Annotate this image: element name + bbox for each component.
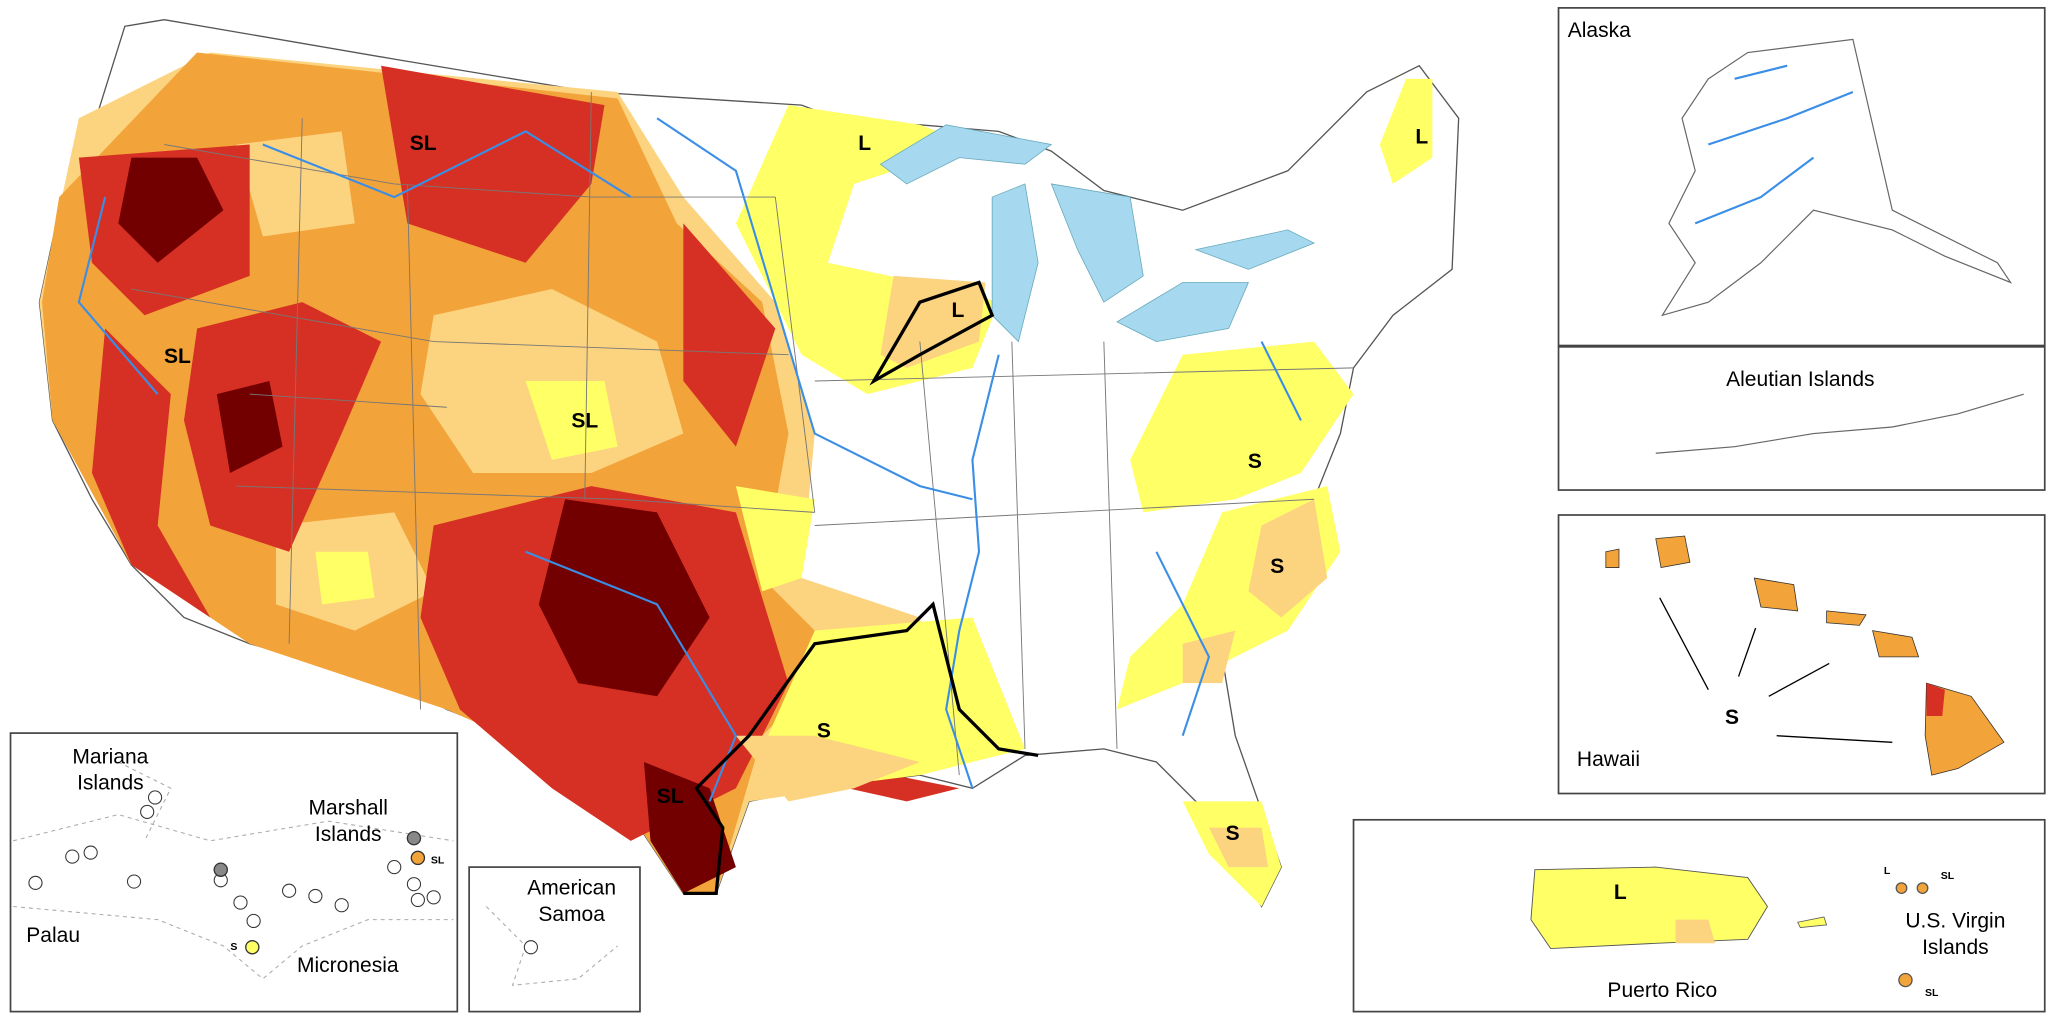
river <box>77 117 1302 802</box>
inset-box <box>1557 345 2046 491</box>
impact-label: L <box>1415 125 1428 148</box>
inset-label: Alaska <box>1568 19 1631 42</box>
island <box>83 845 98 860</box>
inset-label: Micronesia <box>297 954 399 977</box>
island <box>406 830 422 846</box>
island <box>126 874 142 889</box>
label-line: U.S. Virgin <box>1905 910 2005 933</box>
inset-box <box>9 732 459 1013</box>
river <box>1694 64 1854 225</box>
pr-inset: Puerto Rico L L SL SL U.S. Virgin Islands <box>1352 818 2046 1013</box>
impact-label: S <box>817 719 831 742</box>
island <box>245 940 260 955</box>
inset-label: Mariana Islands <box>72 745 148 794</box>
impact-label: SL <box>571 409 598 432</box>
boundary <box>485 906 618 986</box>
impact-label: SL <box>410 132 437 155</box>
impact-label: L <box>1614 881 1627 904</box>
inset-label: Palau <box>26 924 80 947</box>
island <box>1916 882 1929 895</box>
island <box>233 895 248 910</box>
impact-boundary <box>683 280 1039 896</box>
impact-label: L <box>1884 865 1891 877</box>
island <box>1605 535 2005 776</box>
island <box>1895 882 1908 895</box>
impact-label: L <box>858 132 871 155</box>
islands <box>28 790 441 929</box>
alaska-inset: Alaska Aleutian Islands <box>1557 7 2046 491</box>
inset-label: Hawaii <box>1577 748 1640 771</box>
island <box>387 859 402 875</box>
puerto-rico <box>1530 866 1769 950</box>
aleutian-outline <box>1655 393 2024 454</box>
inset-box <box>1557 7 2046 347</box>
island <box>410 892 425 908</box>
impact-label: S <box>230 941 237 953</box>
label-line: Islands <box>1922 936 1989 959</box>
label-line: Islands <box>315 823 382 846</box>
island <box>213 862 228 877</box>
island <box>1898 972 1913 988</box>
impact-label: S <box>1248 450 1262 473</box>
island <box>308 888 323 904</box>
island <box>65 849 80 864</box>
impact-label: SL <box>1925 987 1939 999</box>
impact-label: L <box>952 299 965 322</box>
drought-d1 <box>1675 919 1715 944</box>
impact-labels: SL L L SL L SL S S S SL S <box>164 125 1428 844</box>
samoa-inset: American Samoa <box>468 866 641 1013</box>
island <box>147 790 163 805</box>
label-line: Mariana <box>72 745 148 768</box>
island <box>426 890 441 905</box>
label-line: American <box>527 877 616 900</box>
impact-label: SL <box>164 345 191 368</box>
island <box>334 898 349 913</box>
lakes <box>879 124 1316 343</box>
island <box>523 940 538 955</box>
island <box>406 877 422 892</box>
drought-d3 <box>1926 683 1945 717</box>
impact-label: SL <box>657 785 684 808</box>
island <box>282 883 297 898</box>
hawaii-inset: Hawaii S <box>1557 514 2046 795</box>
rivers <box>77 117 1302 802</box>
alaska-outline <box>1661 38 2013 317</box>
drought-d3 <box>78 65 960 841</box>
state-lines <box>131 91 1354 776</box>
boundary <box>13 761 454 980</box>
leader-line <box>1659 597 1893 743</box>
impact-label: S <box>1226 822 1240 845</box>
inset-label: Aleutian Islands <box>1726 368 1874 391</box>
impact-label: S <box>1725 706 1739 729</box>
inset-label: Puerto Rico <box>1607 979 1717 1002</box>
inset-label: Marshall Islands <box>309 797 388 846</box>
island <box>246 913 261 929</box>
label-line: Samoa <box>538 903 605 926</box>
island <box>1797 916 1828 928</box>
island <box>410 850 426 866</box>
impact-label: S <box>1270 555 1284 578</box>
conus <box>38 19 1460 908</box>
label-line: Marshall <box>309 797 388 820</box>
impact-label: SL <box>431 854 445 866</box>
inset-label: U.S. Virgin Islands <box>1905 910 2005 959</box>
drought-d0-interior <box>315 380 618 605</box>
island <box>28 875 43 890</box>
island <box>140 804 155 820</box>
inset-label: American Samoa <box>527 877 616 926</box>
pacific-inset: Mariana Islands Marshall Islands Palau Mic… <box>9 732 459 1013</box>
impact-label: SL <box>1941 870 1955 882</box>
drought-d4 <box>118 157 736 894</box>
inset-box <box>468 866 641 1013</box>
state-line <box>131 91 1354 776</box>
drought-d1-interior <box>236 131 684 631</box>
label-line: Islands <box>77 772 144 795</box>
